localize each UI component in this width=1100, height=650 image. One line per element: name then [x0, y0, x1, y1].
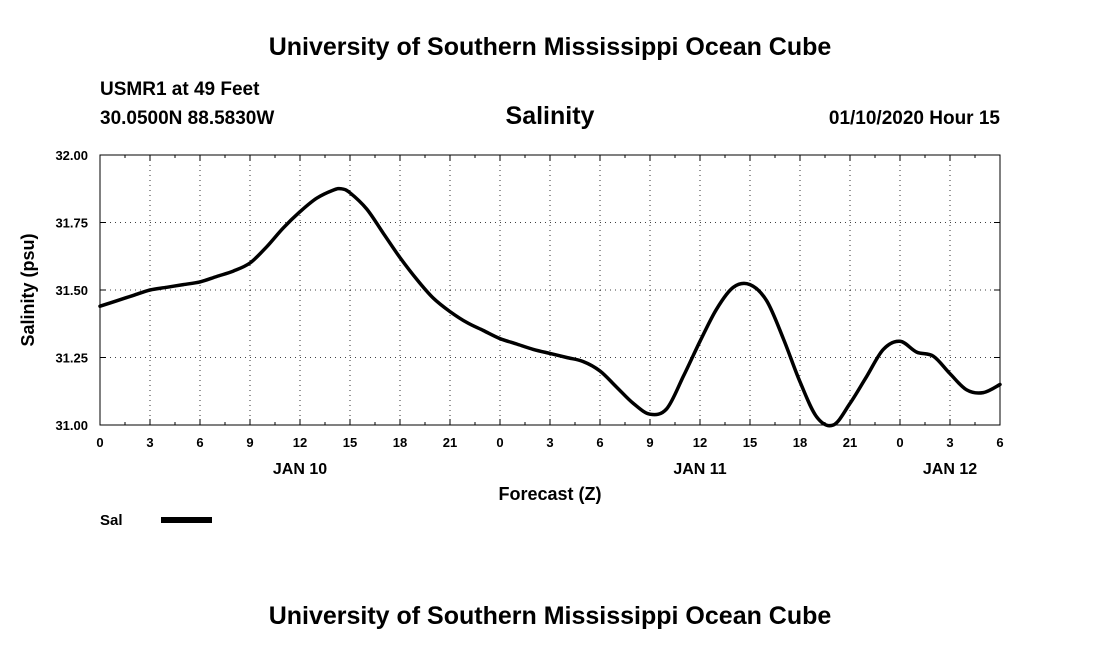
x-tick-label: 0 [496, 435, 503, 450]
chart-title: Salinity [506, 102, 595, 130]
station-label: USMR1 at 49 Feet [100, 79, 260, 100]
x-tick-label: 6 [996, 435, 1003, 450]
x-tick-label: 3 [546, 435, 553, 450]
y-tick-label: 31.00 [55, 418, 88, 433]
x-tick-label: 21 [843, 435, 857, 450]
y-tick-label: 31.75 [55, 216, 88, 231]
x-tick-label: 15 [343, 435, 357, 450]
page-title-top: University of Southern Mississippi Ocean… [269, 33, 832, 61]
x-tick-label: 9 [646, 435, 653, 450]
x-tick-label: 15 [743, 435, 757, 450]
plot-area: 0 3 6 9 12 15 18 21 0 3 6 9 12 15 18 21 0 3 6 31.00 31.25 31.… [55, 148, 1003, 478]
x-tick-label: 18 [393, 435, 407, 450]
timestamp-label: 01/10/2020 Hour 15 [829, 108, 1001, 129]
x-axis-label: Forecast (Z) [498, 484, 601, 504]
location-label: 30.0500N 88.5830W [100, 108, 274, 129]
x-tick-label: 6 [196, 435, 203, 450]
x-tick-label: 12 [693, 435, 707, 450]
x-tick-label: 0 [96, 435, 103, 450]
y-axis-label: Salinity (psu) [18, 233, 38, 346]
x-tick-label: 21 [443, 435, 457, 450]
y-tick-label: 32.00 [55, 148, 88, 163]
series-line-sal [98, 186, 1002, 428]
x-tick-label: 3 [946, 435, 953, 450]
x-date-label: JAN 11 [673, 461, 726, 478]
x-tick-label: 9 [246, 435, 253, 450]
legend-label-sal: Sal [100, 512, 123, 529]
page-title-bottom: University of Southern Mississippi Ocean… [269, 602, 832, 630]
x-tick-label: 0 [896, 435, 903, 450]
x-date-label: JAN 12 [923, 461, 977, 478]
x-tick-label: 18 [793, 435, 807, 450]
y-tick-label: 31.25 [55, 351, 88, 366]
x-tick-label: 3 [146, 435, 153, 450]
x-tick-label: 12 [293, 435, 307, 450]
x-date-label: JAN 10 [273, 461, 327, 478]
x-tick-label: 6 [596, 435, 603, 450]
y-tick-label: 31.50 [55, 283, 88, 298]
